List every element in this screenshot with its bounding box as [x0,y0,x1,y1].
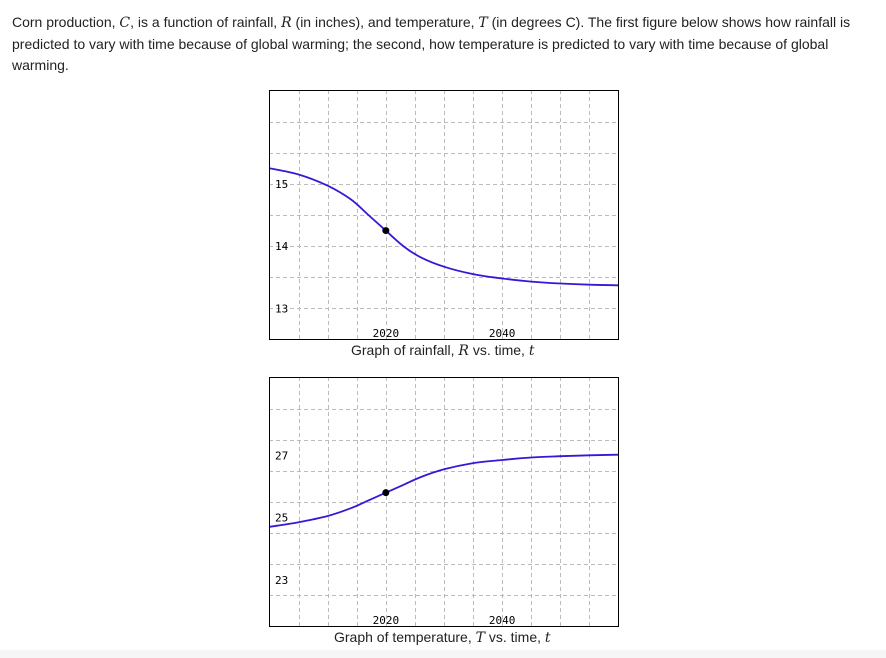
caption-text: Graph of rainfall, [351,342,459,358]
caption-variable: t [544,630,551,646]
x-tick-label: 2020 [373,614,400,627]
grid [269,90,619,340]
x-tick-label: 2020 [373,327,400,340]
variable-r: R [281,15,292,31]
plot-frame [269,90,619,340]
marked-point [382,227,390,235]
prompt-text: Corn production, [12,14,120,30]
y-tick-label: 25 [275,512,288,525]
temperature-caption: Graph of temperature, T vs. time, t [334,629,551,646]
caption-variable: T [475,630,485,646]
y-tick-label: 14 [275,240,289,253]
variable-t: T [478,15,488,31]
prompt-text: (in inches), and temperature, [291,14,479,30]
caption-text: Graph of temperature, [334,629,476,645]
grid [269,377,619,627]
y-tick-label: 13 [275,302,288,315]
caption-variable: t [528,343,535,359]
plot-frame [269,377,619,627]
prompt-text: (in degrees C). The first figure below s… [12,14,851,73]
temperature-chart: 2020 2040 23 25 27 [269,377,619,627]
caption-variable: R [458,343,469,359]
y-tick-label: 27 [275,449,288,462]
x-tick-label: 2040 [489,327,515,340]
series-line [269,453,619,528]
marked-point [382,489,390,497]
variable-c: C [119,15,131,31]
x-tick-label: 2040 [489,614,515,627]
rainfall-chart: 2020 2040 13 14 15 [269,90,619,340]
chart-svg: 2020 2040 23 25 27 [269,377,619,627]
caption-text: vs. time, [484,629,545,645]
y-tick-label: 23 [275,574,288,587]
series-line [269,167,619,287]
y-tick-label: 15 [275,178,288,191]
prompt-text: , is a function of rainfall, [130,14,282,30]
problem-statement: Corn production, C, is a function of rai… [12,12,878,76]
caption-text: vs. time, [468,342,529,358]
chart-svg: 2020 2040 13 14 15 [269,90,619,340]
rainfall-caption: Graph of rainfall, R vs. time, t [351,342,534,359]
